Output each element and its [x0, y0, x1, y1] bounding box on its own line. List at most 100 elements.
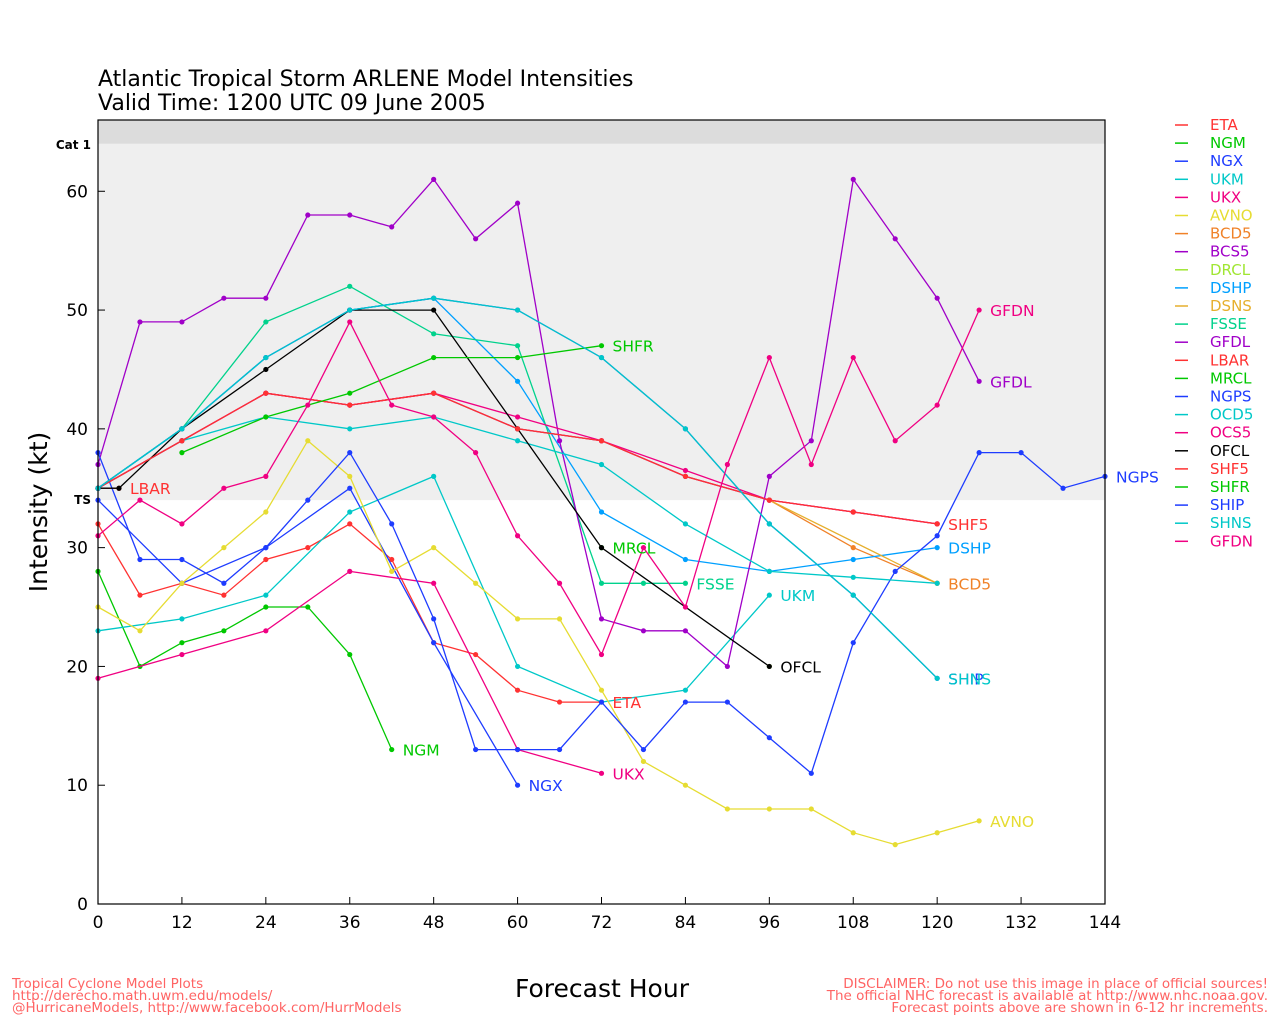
data-point	[766, 354, 772, 361]
legend-item-ship: SHIP	[1175, 496, 1244, 514]
data-point	[976, 818, 982, 824]
data-point	[263, 509, 269, 515]
data-point	[766, 663, 772, 670]
data-point	[556, 746, 563, 753]
x-tick-label: 96	[759, 913, 781, 933]
data-point	[179, 616, 185, 622]
data-point	[682, 628, 689, 634]
data-point	[766, 473, 772, 479]
legend-item-ngx: NGX	[1175, 152, 1243, 170]
data-point	[347, 473, 353, 479]
data-point	[724, 663, 730, 670]
legend-label: BCD5	[1210, 225, 1252, 243]
series-line-gfdn	[97, 309, 980, 656]
series-avno	[95, 438, 982, 848]
legend-label: SHF5	[1210, 460, 1249, 478]
data-point	[179, 319, 185, 325]
data-point	[179, 426, 185, 432]
data-point	[934, 830, 940, 836]
data-point	[682, 556, 689, 563]
data-point	[137, 592, 143, 598]
data-point	[766, 735, 772, 741]
series-line-avno	[97, 439, 980, 846]
data-point	[431, 545, 437, 551]
data-point	[808, 461, 814, 468]
data-point	[514, 378, 521, 384]
data-point	[431, 331, 437, 337]
x-tick-label: 132	[1005, 913, 1037, 933]
data-point	[556, 699, 563, 705]
data-point	[892, 568, 898, 574]
data-point	[263, 556, 269, 563]
data-point	[934, 521, 940, 527]
legend-label: ETA	[1210, 116, 1238, 134]
series-line-shfr	[181, 345, 602, 454]
x-tick-label: 120	[921, 913, 953, 933]
series-end-label: NGX	[529, 777, 564, 795]
data-point	[263, 473, 269, 479]
legend-label: SHNS	[1210, 514, 1252, 532]
data-point	[347, 402, 353, 408]
data-point	[682, 604, 689, 610]
data-point	[682, 699, 689, 705]
legend-item-mrcl: MRCL	[1175, 369, 1252, 387]
data-point	[389, 224, 395, 230]
series-end-label: BCD5	[948, 575, 991, 593]
legend-label: GFDL	[1210, 333, 1251, 351]
data-point	[305, 438, 311, 444]
data-point	[598, 687, 605, 693]
data-point	[598, 509, 605, 515]
y-tick-label: 50	[66, 301, 88, 321]
data-point	[514, 616, 521, 622]
data-point	[431, 473, 437, 479]
series-end-label: MRCL	[613, 540, 656, 558]
data-point	[347, 509, 353, 515]
data-point	[598, 354, 605, 361]
x-tick-label: 84	[675, 913, 697, 933]
x-tick-label: 36	[339, 913, 361, 933]
series-shf5	[95, 390, 940, 527]
tick-labels: 0 12 24 36 48 60 72 84 96 108 120 132 144 0 10 20 30 40 50…	[66, 182, 1121, 933]
legend-item-bcd5: BCD5	[1175, 225, 1252, 243]
data-point	[1018, 450, 1024, 456]
data-point	[766, 806, 772, 812]
data-point	[263, 295, 269, 301]
data-point	[347, 450, 353, 456]
data-point	[850, 592, 856, 598]
chart-subtitle: Valid Time: 1200 UTC 09 June 2005	[98, 91, 486, 116]
data-point	[347, 307, 353, 313]
data-point	[389, 568, 395, 574]
data-point	[892, 438, 898, 444]
data-point	[514, 663, 521, 670]
legend-label: MRCL	[1210, 369, 1252, 387]
y-tick-label: 0	[77, 895, 88, 915]
data-point	[263, 354, 269, 361]
data-point	[514, 200, 521, 206]
data-point	[263, 592, 269, 598]
data-point	[682, 687, 689, 693]
legend-item-lbar: LBAR	[1175, 351, 1249, 369]
legend-label: UKX	[1210, 188, 1241, 206]
legend-item-gfdn: GFDN	[1175, 532, 1253, 550]
data-point	[808, 438, 814, 444]
x-tick-label: 12	[171, 913, 193, 933]
data-point	[976, 450, 982, 456]
y-tick-label: 30	[66, 539, 88, 559]
data-point	[305, 212, 311, 218]
series-end-label: NGPS	[1116, 468, 1159, 486]
data-point	[263, 628, 269, 634]
data-point	[179, 556, 185, 563]
data-point	[179, 580, 185, 586]
series-end-label: DSHP	[948, 540, 991, 558]
series-eta	[95, 521, 605, 705]
series-end-label: SHNS	[948, 670, 991, 688]
legend-item-ukx: UKX	[1175, 188, 1241, 206]
data-point	[116, 485, 122, 491]
series-end-label: FSSE	[696, 575, 734, 593]
legend-item-ngps: NGPS	[1175, 388, 1251, 406]
data-point	[808, 770, 814, 776]
data-point	[934, 580, 940, 586]
data-point	[179, 521, 185, 527]
data-point	[347, 651, 353, 658]
